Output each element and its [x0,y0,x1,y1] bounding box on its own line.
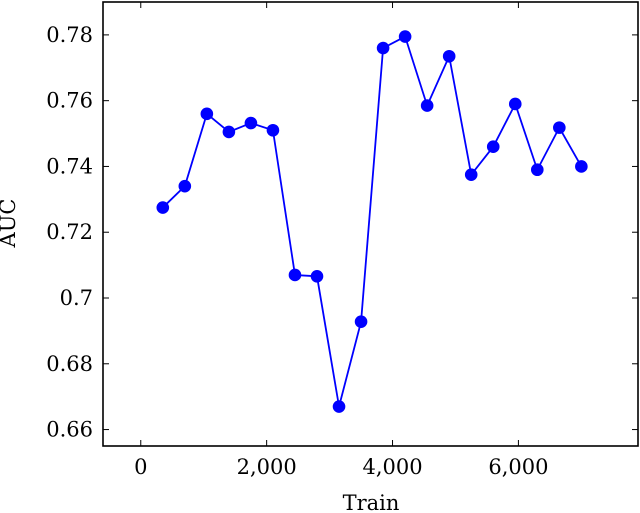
x-tick-label: 4,000 [362,455,422,479]
y-axis-ticks: 0.66 0.68 0.7 0.72 0.74 0.76 0.78 [46,23,638,442]
data-point [178,179,192,193]
data-point [288,268,302,282]
y-tick-label: 0.72 [46,220,93,244]
plot-frame [102,1,639,447]
y-tick-label: 0.74 [46,154,93,178]
data-point [553,121,566,134]
data-point [420,99,434,112]
data-point [244,116,258,130]
y-tick-label: 0.76 [46,89,93,113]
data-point [530,163,544,177]
data-point [575,160,588,173]
data-point [376,41,390,55]
x-tick-label: 0 [134,455,147,479]
x-axis-ticks: 0 2,000 4,000 6,000 [134,2,548,479]
y-tick-label: 0.68 [46,352,93,376]
data-point [310,269,324,283]
x-tick-label: 2,000 [237,455,297,479]
data-point [222,125,236,139]
data-point [354,315,368,328]
data-point [200,107,214,121]
data-point [442,49,456,63]
data-point [464,168,478,181]
series-line [162,35,583,407]
series-layer [156,30,588,413]
y-axis-title: AUC [0,199,20,249]
y-tick-label: 0.78 [46,23,93,47]
x-tick-label: 6,000 [488,455,548,479]
data-point [508,97,522,111]
data-point [332,400,346,413]
y-tick-label: 0.7 [60,286,93,310]
plot-area-border [102,1,639,447]
data-point [398,30,412,43]
y-tick-label: 0.66 [46,418,93,442]
data-point [486,140,500,154]
data-point [156,201,170,214]
x-axis-title: Train [343,491,400,513]
data-point [266,123,280,137]
